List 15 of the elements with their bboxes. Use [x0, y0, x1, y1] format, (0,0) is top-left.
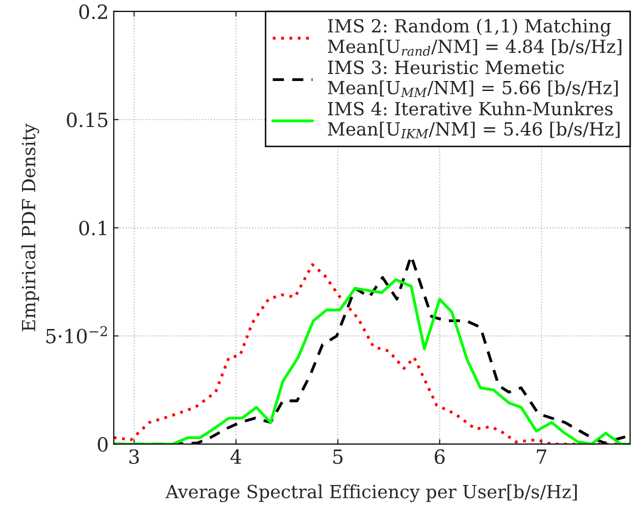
legend-label: IMS 2: Random (1,1) Matching Mean[U$_{rand}$/NM] = 4.84 [b/s/Hz] [328, 18, 622, 56]
legend-label: IMS 3: Heuristic Memetic Mean[U$_{MM}$/NM] = 5.66 [b/s/Hz] [328, 60, 618, 97]
y-tick-label: 0.1 [79, 220, 106, 236]
x-axis-title: Average Spectral Efficiency per User[b/s/Hz] [165, 484, 577, 502]
x-tick-label: 7 [536, 450, 546, 464]
y-tick-label: 0 [98, 437, 108, 452]
y-tick-label: 0.15 [66, 112, 108, 128]
y-tick-label: 5·10$^{−2}$ [46, 326, 107, 344]
x-tick-label: 4 [230, 449, 242, 464]
y-axis-title: Empirical PDF Density [21, 124, 40, 332]
x-tick-label: 5 [333, 450, 342, 464]
x-tick-label: 3 [129, 449, 139, 464]
x-tick-label: 6 [434, 449, 445, 464]
y-tick-label: 0.2 [79, 4, 107, 20]
legend-label: IMS 4: Iterative Kuhn-Munkres Mean[U$_{IKM}$/NM] = 5.46 [b/s/Hz] [328, 102, 620, 138]
